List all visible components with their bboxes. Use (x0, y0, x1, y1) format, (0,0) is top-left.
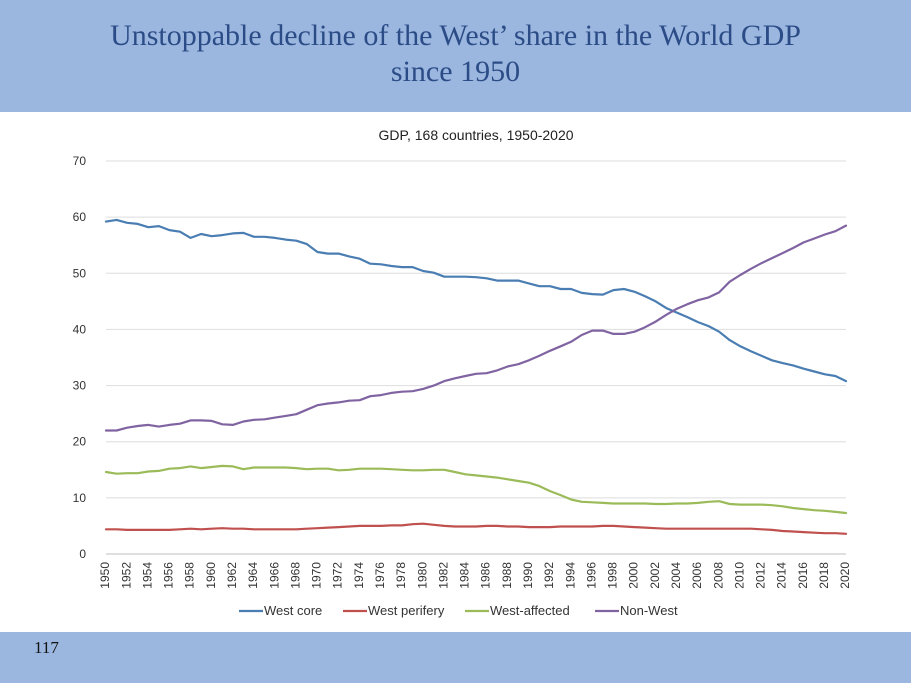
x-tick-label: 1988 (500, 562, 514, 589)
y-tick-label: 40 (73, 322, 87, 336)
y-tick-label: 20 (73, 435, 87, 449)
x-tick-label: 1960 (204, 562, 218, 589)
series-line-west-core (104, 218, 848, 383)
x-tick-label: 1986 (479, 562, 493, 589)
x-tick-label: 1980 (415, 562, 429, 589)
x-tick-label: 2008 (711, 562, 725, 589)
legend-label-west-perifery: West perifery (368, 603, 445, 618)
x-tick-label: 2006 (690, 562, 704, 589)
x-tick-label: 1966 (267, 562, 281, 589)
x-tick-label: 2012 (754, 562, 768, 589)
slide-title-line-1: Unstoppable decline of the West’ share i… (110, 19, 801, 52)
x-tick-label: 1982 (436, 562, 450, 589)
x-tick-label: 1984 (458, 562, 472, 589)
x-tick-label: 1950 (98, 562, 112, 589)
x-tick-label: 1994 (563, 562, 577, 589)
x-tick-label: 1962 (225, 562, 239, 589)
x-tick-label: 1996 (584, 562, 598, 589)
legend-label-west-core: West core (264, 603, 322, 618)
x-tick-label: 1972 (331, 562, 345, 589)
x-tick-label: 1956 (162, 562, 176, 589)
y-tick-label: 50 (73, 266, 87, 280)
slide-title: Unstoppable decline of the West’ share i… (0, 18, 911, 90)
title-band (0, 0, 911, 112)
y-tick-label: 70 (73, 154, 87, 168)
slide-title-line-2: since 1950 (390, 55, 521, 88)
page-number: 117 (34, 638, 59, 657)
series-line-west-perifery (104, 522, 848, 535)
x-tick-label: 1958 (183, 562, 197, 589)
x-tick-label: 1998 (606, 562, 620, 589)
x-tick-label: 2018 (817, 562, 831, 589)
x-tick-label: 2010 (732, 562, 746, 589)
x-tick-label: 1974 (352, 562, 366, 589)
chart-title: GDP, 168 countries, 1950-2020 (378, 127, 573, 143)
x-tick-label: 2016 (796, 562, 810, 589)
x-tick-label: 2020 (838, 562, 852, 589)
y-tick-label: 60 (73, 210, 87, 224)
x-tick-label: 1964 (246, 562, 260, 589)
x-tick-label: 1954 (140, 562, 154, 589)
x-tick-label: 1992 (542, 562, 556, 589)
x-tick-label: 1970 (310, 562, 324, 589)
x-tick-label: 2002 (648, 562, 662, 589)
y-tick-label: 10 (73, 491, 87, 505)
series-line-non-west (104, 224, 848, 432)
gdp-line-chart: GDP, 168 countries, 1950-2020 0 10 20 30 40 50… (73, 127, 853, 618)
x-tick-label: 2004 (669, 562, 683, 589)
series-line-west-affected (104, 464, 848, 515)
y-tick-label: 0 (79, 547, 86, 561)
y-tick-label: 30 (73, 379, 87, 393)
x-tick-label: 2014 (775, 562, 789, 589)
x-tick-label: 1976 (373, 562, 387, 589)
x-tick-label: 1968 (288, 562, 302, 589)
x-tick-label: 2000 (627, 562, 641, 589)
x-tick-label: 1990 (521, 562, 535, 589)
legend-label-non-west: Non-West (620, 603, 678, 618)
x-tick-label: 1978 (394, 562, 408, 589)
x-tick-label: 1952 (119, 562, 133, 589)
legend-label-west-affected: West-affected (490, 603, 570, 618)
chart-container: GDP, 168 countries, 1950-2020 0 10 20 30 40 50… (63, 114, 858, 633)
footer-band (0, 632, 911, 683)
